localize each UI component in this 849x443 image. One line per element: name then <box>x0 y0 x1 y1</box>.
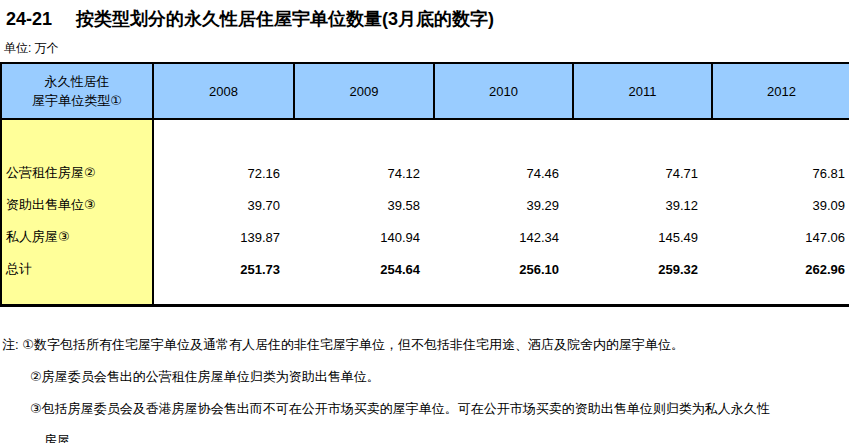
row-header-line2: 屋宇单位类型① <box>32 93 122 108</box>
value-cell: 39.70 <box>153 189 294 221</box>
value-cell: 256.10 <box>434 253 573 285</box>
table-number: 24-21 <box>6 9 52 30</box>
value-cell: 254.64 <box>294 253 434 285</box>
table-header-row: 永久性居住 屋宇单位类型① 2008 2009 2010 2011 2012 <box>1 63 849 119</box>
value-cell: 140.94 <box>294 221 434 253</box>
row-label: 公营租住房屋② <box>1 157 153 189</box>
filler-row <box>1 285 849 305</box>
column-header-2008: 2008 <box>153 63 294 119</box>
value-cell: 39.12 <box>573 189 712 221</box>
footnotes: 注: ①数字包括所有住宅屋宇单位及通常有人居住的非住宅屋宇单位，但不包括非住宅用… <box>2 329 847 443</box>
value-cell: 262.96 <box>712 253 849 285</box>
table-title-text: 按类型划分的永久性居住屋宇单位数量(3月底的数字) <box>76 9 494 29</box>
footnote-1: 注: ①数字包括所有住宅屋宇单位及通常有人居住的非住宅屋宇单位，但不包括非住宅用… <box>2 329 847 361</box>
value-cell: 72.16 <box>153 157 294 189</box>
value-cell: 139.87 <box>153 221 294 253</box>
row-label: 私人房屋③ <box>1 221 153 253</box>
filler-cell <box>1 285 153 305</box>
column-header-2011: 2011 <box>573 63 712 119</box>
value-cell: 145.49 <box>573 221 712 253</box>
value-cell: 74.12 <box>294 157 434 189</box>
unit-label: 单位: 万个 <box>4 40 59 57</box>
value-cell: 39.58 <box>294 189 434 221</box>
footnote-2: ②房屋委员会售出的公营租住房屋单位归类为资助出售单位。 <box>2 361 847 393</box>
table-row-subsidised-sale: 资助出售单位③ 39.70 39.58 39.29 39.12 39.09 <box>1 189 849 221</box>
spacer-cell <box>1 119 153 157</box>
value-cell: 74.71 <box>573 157 712 189</box>
value-cell: 147.06 <box>712 221 849 253</box>
statistics-table: 永久性居住 屋宇单位类型① 2008 2009 2010 2011 2012 公… <box>0 62 849 307</box>
column-header-2009: 2009 <box>294 63 434 119</box>
table-row-total: 总计 251.73 254.64 256.10 259.32 262.96 <box>1 253 849 285</box>
row-label: 总计 <box>1 253 153 285</box>
column-header-2012: 2012 <box>712 63 849 119</box>
footnote-3: ③包括房屋委员会及香港房屋协会售出而不可在公开市场买卖的屋宇单位。可在公开市场买… <box>2 393 847 425</box>
value-cell: 251.73 <box>153 253 294 285</box>
row-header-line1: 永久性居住 <box>45 74 110 89</box>
page-title: 24-21 按类型划分的永久性居住屋宇单位数量(3月底的数字) <box>6 7 494 31</box>
value-cell: 76.81 <box>712 157 849 189</box>
column-header-2010: 2010 <box>434 63 573 119</box>
footnote-3-continued: 房屋。 <box>2 425 847 443</box>
spacer-row <box>1 119 849 157</box>
row-label: 资助出售单位③ <box>1 189 153 221</box>
value-cell: 259.32 <box>573 253 712 285</box>
table-row-private: 私人房屋③ 139.87 140.94 142.34 145.49 147.06 <box>1 221 849 253</box>
value-cell: 74.46 <box>434 157 573 189</box>
value-cell: 39.29 <box>434 189 573 221</box>
table-row-public-rental: 公营租住房屋② 72.16 74.12 74.46 74.71 76.81 <box>1 157 849 189</box>
value-cell: 39.09 <box>712 189 849 221</box>
row-header-cell: 永久性居住 屋宇单位类型① <box>1 63 153 119</box>
value-cell: 142.34 <box>434 221 573 253</box>
